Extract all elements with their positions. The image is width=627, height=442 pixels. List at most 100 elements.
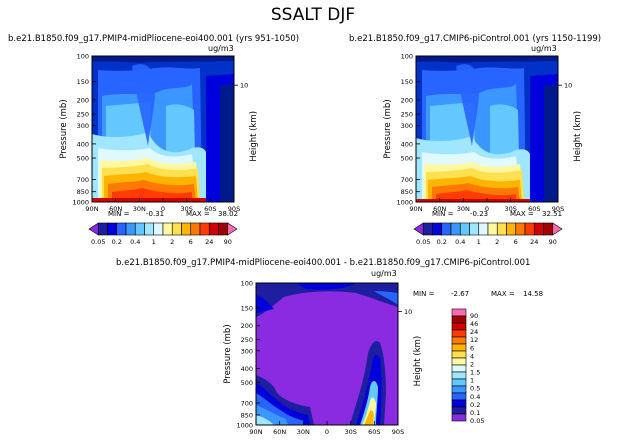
colorbar-label: 0.2 [470,401,480,409]
colorbar-swatch [451,364,467,373]
y2-axis-title: Height (km) [573,111,583,162]
y-tick-label: 150 [77,78,89,86]
y-tick-label: 300 [401,122,413,130]
colorbar-swatch [451,406,467,415]
panel-2-units: ug/m3 [531,44,557,53]
colorbar-label: 2 [170,238,174,246]
figure-title: SSALT DJF [271,5,355,25]
y2-axis-title: Height (km) [249,111,259,162]
colorbar-label: 1 [477,238,481,246]
x-tick-label: 60S [528,205,540,213]
colorbar-swatch [144,222,155,236]
colorbar-swatch [413,222,424,236]
colorbar-swatch [469,222,480,236]
colorbar-swatch [190,222,201,236]
min-label: MIN = [432,210,454,218]
x-tick-label: 60N [433,205,446,213]
y-tick-label: 500 [401,155,413,163]
min-label: MIN = [413,290,435,298]
x-tick-label: 30N [133,205,146,213]
panel-1-units: ug/m3 [208,44,234,53]
colorbar-swatch [451,350,467,359]
panel-3-title: b.e21.B1850.f09_g17.PMIP4-midPliocene-eo… [116,258,530,268]
colorbar-swatch [451,336,467,345]
colorbar-label: 6 [189,238,193,246]
colorbar-swatch [451,343,467,352]
panel-midpliocene: b.e21.B1850.f09_g17.PMIP4-midPliocene-eo… [8,34,299,202]
y-tick-label: 200 [401,96,413,104]
colorbar-swatch [451,392,467,401]
colorbar-swatch [506,222,517,236]
colorbar-swatch [97,222,108,236]
colorbar-swatch [432,222,443,236]
colorbar-label: 0.5 [470,385,480,393]
colorbar-label: 24 [530,238,538,246]
colorbar-label: 24 [470,328,478,336]
colorbar-label: 0.05 [470,417,484,425]
y-tick-label: 850 [401,188,413,196]
max-value: 38.02 [218,210,238,218]
colorbar-label: 6 [470,344,474,352]
min-label: MIN = [108,210,130,218]
colorbar-swatch [451,378,467,387]
max-label: MAX = [186,210,210,218]
x-tick-label: 90S [392,428,404,436]
panel-1-plot [92,56,234,202]
x-tick-label: 90S [552,205,564,213]
colorbar-swatch [451,322,467,331]
y-tick-label: 250 [401,111,413,119]
y-tick-label: 700 [77,176,89,184]
height-tick-label: 10 [240,82,248,90]
colorbar-label: 1.5 [470,369,480,377]
colorbar-swatch [134,222,145,236]
colorbar-swatch [515,222,526,236]
colorbar-swatch [208,222,219,236]
x-tick-label: 60S [204,205,216,213]
x-tick-label: 0 [485,205,489,213]
colorbar-label: 12 [470,336,478,344]
y-tick-label: 850 [77,188,89,196]
y-tick-label: 200 [241,322,253,330]
colorbar-swatch [107,222,118,236]
y-tick-label: 400 [401,140,413,148]
colorbar-swatch [451,371,467,380]
colorbar-swatch [451,385,467,394]
colorbar-swatch [451,308,467,317]
x-tick-label: 30S [504,205,516,213]
colorbar-2: 0.05 0.2 0.4 1 2 6 24 90 [413,222,563,246]
colorbar-swatch [496,222,507,236]
colorbar-swatch [125,222,136,236]
colorbar-swatch [441,222,452,236]
y-tick-label: 100 [401,53,413,61]
y-tick-label: 200 [77,96,89,104]
colorbar-label: 0.4 [130,238,140,246]
x-tick-label: 30S [344,428,356,436]
x-tick-label: 30S [180,205,192,213]
colorbar-swatch [451,399,467,408]
y-tick-label: 150 [241,305,253,313]
colorbar-label: 1 [470,377,474,385]
y-tick-label: 400 [77,140,89,148]
y-tick-label: 150 [401,78,413,86]
colorbar-swatch [451,329,467,338]
colorbar-swatch [543,222,554,236]
colorbar-label: 46 [470,320,478,328]
y-tick-label: 1000 [396,199,413,207]
panel-2-plot [416,56,558,202]
y-tick-label: 700 [241,400,253,408]
y-axis-title: Pressure (mb) [59,99,69,158]
x-tick-label: 90N [409,205,422,213]
colorbar-label: 6 [514,238,518,246]
colorbar-label: 0.2 [112,238,122,246]
colorbar-swatch [459,222,470,236]
x-tick-label: 30N [297,428,310,436]
colorbar-swatch [451,357,467,366]
y-tick-label: 300 [241,347,253,355]
colorbar-label: 0.05 [416,238,430,246]
colorbar-swatch [533,222,544,236]
x-tick-label: 30N [457,205,470,213]
y-tick-label: 100 [77,53,89,61]
height-tick-label: 10 [564,82,572,90]
colorbar-swatch [422,222,433,236]
